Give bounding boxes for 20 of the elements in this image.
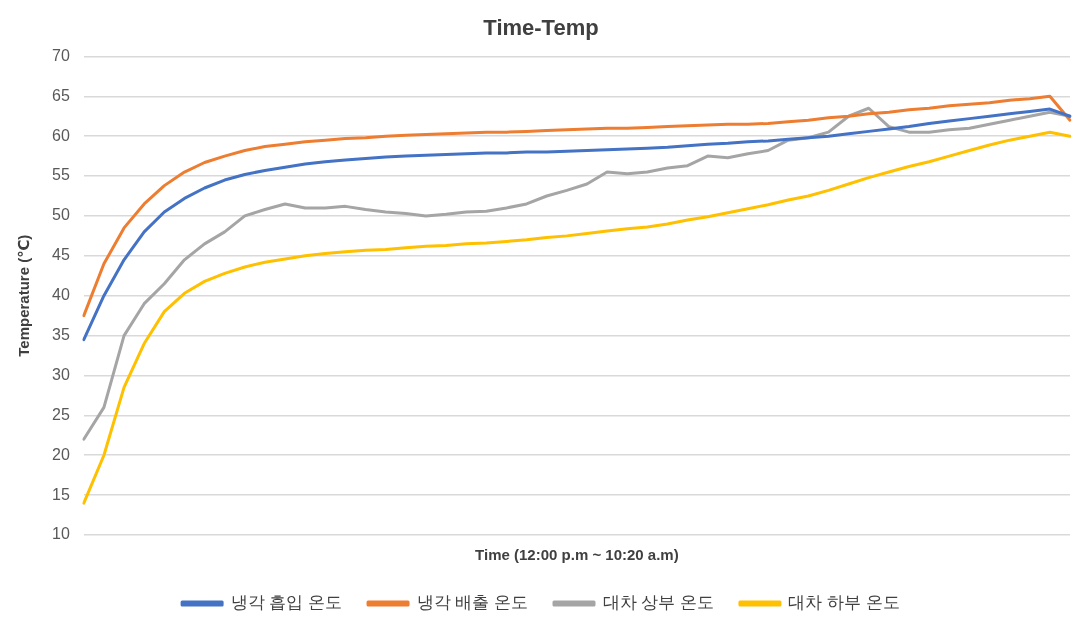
y-tick-label: 30 (52, 365, 70, 383)
y-tick-label: 35 (52, 325, 70, 343)
y-tick-label: 70 (52, 46, 70, 64)
legend-label: 대차 상부 온도 (602, 593, 714, 613)
chart-title: Time-Temp (483, 15, 599, 41)
legend-label: 냉각 흡입 온도 (230, 593, 343, 613)
y-tick-label: 10 (52, 525, 70, 543)
y-tick-label: 55 (52, 166, 70, 184)
x-axis-title: Time (12:00 p.m ~ 10:20 a.m) (475, 546, 679, 564)
y-tick-label: 50 (52, 206, 70, 224)
y-axis-title: Temperature (℃) (15, 234, 33, 357)
y-tick-label: 45 (52, 246, 70, 264)
y-tick-label: 60 (52, 126, 70, 144)
y-tick-label: 25 (52, 405, 70, 423)
y-tick-label: 20 (52, 445, 70, 463)
legend-label: 대차 하부 온도 (788, 593, 900, 613)
y-tick-label: 40 (52, 286, 70, 304)
legend-label: 냉각 배출 온도 (416, 593, 529, 613)
y-tick-label: 65 (52, 86, 70, 104)
y-tick-label: 15 (52, 485, 70, 503)
